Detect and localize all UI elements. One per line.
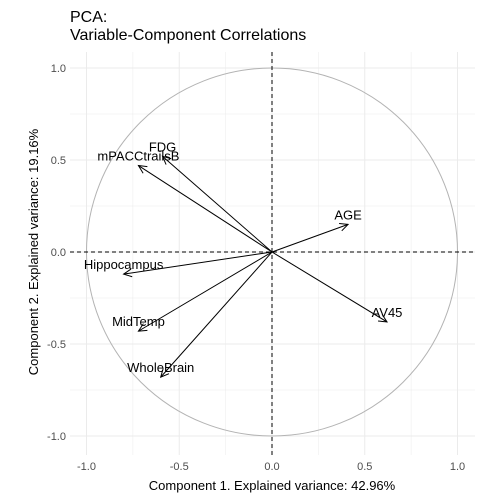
arrowhead-fdg xyxy=(161,155,172,165)
arrow-age xyxy=(271,223,349,253)
variable-arrows xyxy=(122,155,388,378)
chart-title-line1: PCA: xyxy=(70,9,107,26)
variable-label-age: AGE xyxy=(334,207,362,222)
variable-label-hippocampus: Hippocampus xyxy=(84,257,164,272)
y-axis-title: Component 2. Explained variance: 19.16% xyxy=(26,128,41,375)
x-tick-label: -1.0 xyxy=(77,461,96,473)
y-tick-label: 0.0 xyxy=(51,247,66,259)
arrowhead-wholebrain xyxy=(159,368,170,378)
grid-lines xyxy=(70,52,475,455)
arrowhead-midtemp xyxy=(137,323,148,332)
y-tick-label: 1.0 xyxy=(51,63,66,75)
arrowhead-hippocampus xyxy=(122,268,133,278)
x-tick-label: 0.5 xyxy=(357,461,372,473)
arrow-hippocampus xyxy=(123,251,273,275)
y-tick-label: 0.5 xyxy=(51,155,66,167)
y-tick-label: -0.5 xyxy=(47,339,66,351)
arrow-fdg xyxy=(162,155,273,253)
arrowhead-av45 xyxy=(378,314,388,323)
arrowhead-mpacctrailsb xyxy=(137,164,148,174)
y-tick-label: -1.0 xyxy=(47,431,66,443)
variable-label-fdg: FDG xyxy=(149,139,176,154)
tick-labels: -1.0 -0.5 0.0 0.5 1.0 -1.0 -0.5 0.0 0.5 1.0 xyxy=(47,63,465,473)
variable-label-mpacctrailsb: mPACCtrailsB xyxy=(97,149,179,164)
variable-label-wholebrain: WholeBrain xyxy=(127,360,194,375)
x-tick-label: 1.0 xyxy=(450,461,465,473)
arrow-mpacctrailsb xyxy=(138,165,273,253)
arrow-midtemp xyxy=(138,251,273,332)
chart-title-line2: Variable-Component Correlations xyxy=(70,27,306,44)
x-tick-label: -0.5 xyxy=(170,461,189,473)
x-axis-title: Component 1. Explained variance: 42.96% xyxy=(149,478,396,493)
variable-label-av45: AV45 xyxy=(372,305,403,320)
variable-label-midtemp: MidTemp xyxy=(112,314,165,329)
arrowhead-age xyxy=(339,222,350,232)
x-tick-label: 0.0 xyxy=(264,461,279,473)
arrow-wholebrain xyxy=(160,251,273,378)
arrow-av45 xyxy=(271,251,388,323)
zero-lines xyxy=(70,52,475,455)
